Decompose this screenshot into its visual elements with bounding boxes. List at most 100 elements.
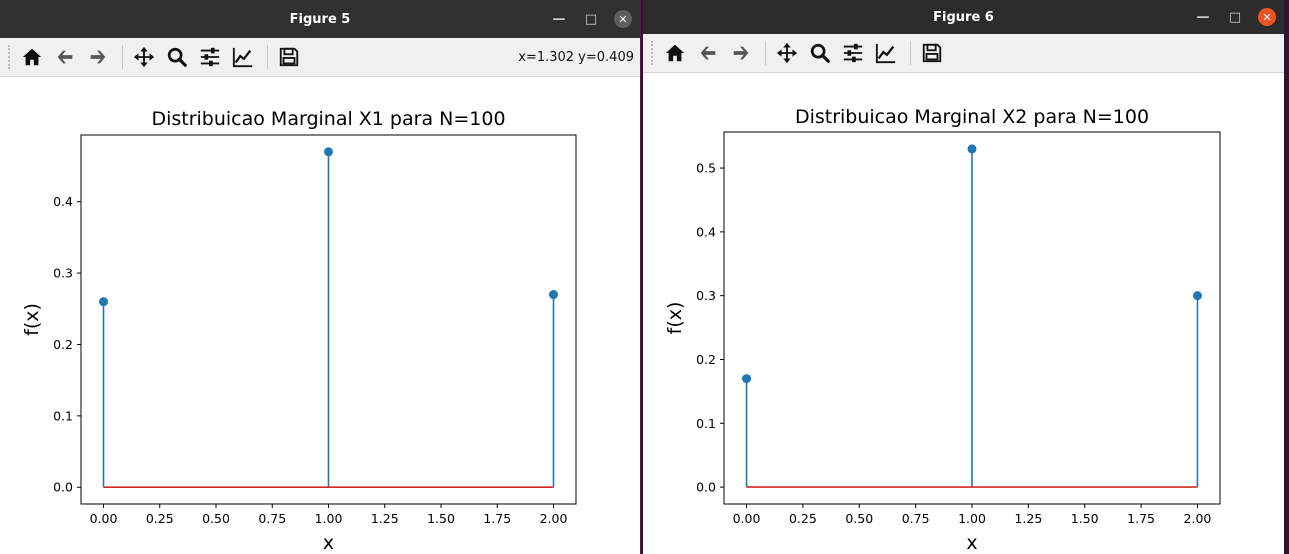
configure-subplots-icon (843, 43, 863, 63)
x-tick-label: 0.50 (845, 511, 873, 526)
toolbar-separator (267, 45, 268, 69)
x-tick-label: 0.75 (258, 511, 286, 526)
toolbar-separator (122, 45, 123, 69)
configure-subplots-button[interactable] (838, 38, 868, 68)
title-bar[interactable]: Figure 5 — □ ✕ (0, 0, 640, 38)
stem-marker (1192, 291, 1202, 301)
toolbar-grip (651, 41, 656, 65)
pan-icon (133, 46, 155, 68)
x-axis-label: x (323, 532, 334, 554)
x-tick-label: 0.25 (789, 511, 817, 526)
edit-axis-button[interactable] (228, 42, 258, 72)
x-tick-label: 1.25 (371, 511, 399, 526)
y-tick-label: 0.2 (696, 352, 716, 367)
save-button[interactable] (917, 38, 947, 68)
chart-title: Distribuicao Marginal X2 para N=100 (795, 106, 1149, 128)
forward-button[interactable] (83, 42, 113, 72)
figure-6-window: Figure 6 — □ ✕ (643, 0, 1284, 554)
plot-area[interactable]: Distribuicao Marginal X1 para N=100 0.00 0… (0, 77, 640, 554)
y-tick-label: 0.1 (696, 416, 716, 431)
zoom-icon (167, 47, 187, 67)
y-tick-label: 0.4 (696, 224, 716, 239)
configure-subplots-icon (200, 47, 220, 67)
window-controls: — □ ✕ (1194, 0, 1276, 34)
plot-area[interactable]: Distribuicao Marginal X2 para N=100 0.00 0… (643, 73, 1284, 554)
stem-marker (549, 290, 558, 300)
pan-button[interactable] (772, 38, 802, 68)
x-tick-label: 1.50 (427, 511, 455, 526)
toolbar-grip (8, 45, 13, 69)
x-tick-label: 0.25 (146, 511, 174, 526)
minimize-icon[interactable]: — (1196, 9, 1210, 25)
save-icon (279, 47, 299, 67)
navigation-toolbar: x=1.302 y=0.409 (0, 38, 640, 77)
maximize-icon[interactable]: □ (584, 11, 598, 27)
x-tick-label: 1.75 (1127, 511, 1155, 526)
close-icon[interactable]: ✕ (1258, 8, 1276, 26)
stem-marker (324, 147, 333, 157)
x-tick-label: 1.50 (1071, 511, 1099, 526)
navigation-toolbar (643, 34, 1284, 73)
y-tick-label: 0.0 (696, 480, 716, 495)
title-bar[interactable]: Figure 6 — □ ✕ (643, 0, 1284, 34)
figure-5-window: Figure 5 — □ ✕ (0, 0, 641, 554)
maximize-icon[interactable]: □ (1228, 9, 1242, 25)
back-icon (57, 50, 73, 64)
pan-icon (776, 42, 798, 64)
y-axis-label: f(x) (21, 303, 43, 336)
window-title: Figure 5 (289, 11, 351, 27)
window-controls: — □ ✕ (550, 0, 632, 38)
back-icon (700, 46, 716, 60)
zoom-icon (810, 43, 830, 63)
forward-button[interactable] (726, 38, 756, 68)
save-icon (922, 43, 942, 63)
home-icon (665, 44, 685, 62)
minimize-icon[interactable]: — (552, 11, 566, 27)
x-tick-label: 2.00 (540, 511, 568, 526)
y-tick-label: 0.3 (696, 288, 716, 303)
x-tick-label: 0.00 (90, 511, 118, 526)
edit-axis-icon (875, 43, 896, 64)
home-button[interactable] (17, 42, 47, 72)
x-tick-label: 0.50 (202, 511, 230, 526)
chart-title: Distribuicao Marginal X1 para N=100 (151, 108, 505, 130)
stem-marker (967, 144, 977, 154)
y-tick-label: 0.4 (53, 194, 73, 209)
back-button[interactable] (693, 38, 723, 68)
stem-chart[interactable]: Distribuicao Marginal X1 para N=100 0.00 0… (0, 77, 640, 554)
x-tick-label: 0.75 (902, 511, 930, 526)
y-tick-label: 0.0 (53, 480, 73, 495)
y-tick-label: 0.5 (696, 161, 716, 176)
x-tick-label: 1.75 (483, 511, 511, 526)
close-icon[interactable]: ✕ (614, 10, 632, 28)
y-axis-label: f(x) (664, 302, 686, 335)
pan-button[interactable] (129, 42, 159, 72)
toolbar-separator (910, 41, 911, 65)
configure-subplots-button[interactable] (195, 42, 225, 72)
edit-axis-button[interactable] (871, 38, 901, 68)
x-tick-label: 2.00 (1184, 511, 1212, 526)
x-tick-label: 0.00 (733, 511, 761, 526)
save-button[interactable] (274, 42, 304, 72)
zoom-button[interactable] (162, 42, 192, 72)
home-button[interactable] (660, 38, 690, 68)
cursor-coordinates: x=1.302 y=0.409 (518, 49, 634, 65)
y-tick-label: 0.2 (53, 337, 73, 352)
y-tick-label: 0.3 (53, 266, 73, 281)
forward-icon (90, 50, 106, 64)
back-button[interactable] (50, 42, 80, 72)
x-tick-label: 1.25 (1014, 511, 1042, 526)
x-tick-label: 1.00 (315, 511, 343, 526)
stem-marker (742, 374, 752, 384)
window-title: Figure 6 (933, 9, 994, 25)
edit-axis-icon (232, 47, 253, 68)
y-tick-label: 0.1 (53, 408, 73, 423)
x-tick-label: 1.00 (958, 511, 986, 526)
x-axis-label: x (966, 532, 977, 554)
forward-icon (733, 46, 749, 60)
stem-marker (99, 297, 108, 307)
toolbar-separator (765, 41, 766, 65)
home-icon (22, 48, 42, 66)
stem-chart[interactable]: Distribuicao Marginal X2 para N=100 0.00 0… (643, 73, 1284, 554)
zoom-button[interactable] (805, 38, 835, 68)
